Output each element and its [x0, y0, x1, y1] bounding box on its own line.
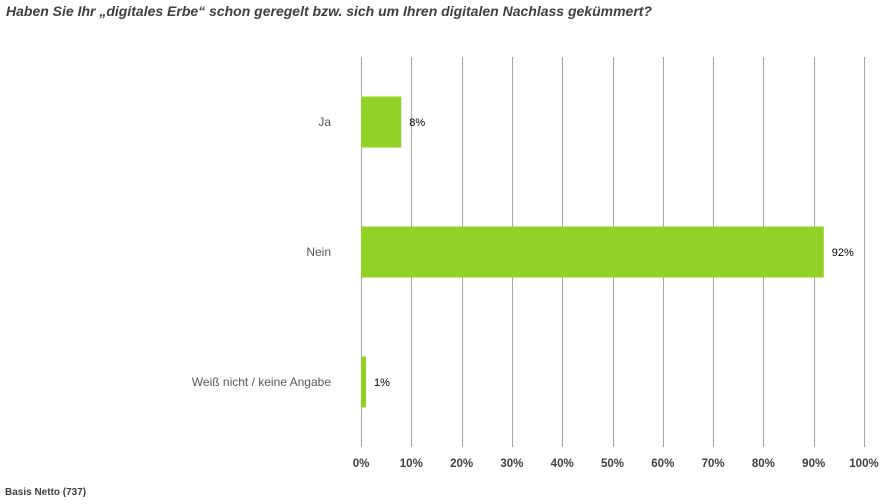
x-tick-label: 30%: [500, 458, 523, 470]
data-label: 1%: [374, 377, 390, 389]
x-tick-label: 40%: [551, 458, 574, 470]
x-tick-label: 70%: [702, 458, 725, 470]
x-tick-label: 80%: [752, 458, 775, 470]
data-labels: 8% 92% 1%: [374, 117, 854, 389]
x-tick-label: 20%: [450, 458, 473, 470]
category-labels: Ja Nein Weiß nicht / keine Angabe: [192, 115, 332, 389]
bar: [361, 96, 402, 148]
chart-title: Haben Sie Ihr „digitales Erbe“ schon ger…: [6, 3, 652, 19]
bar: [361, 226, 824, 278]
x-tick-label: 50%: [601, 458, 624, 470]
data-label: 8%: [409, 117, 425, 129]
x-tick-label: 100%: [849, 458, 878, 470]
category-label: Ja: [318, 115, 331, 129]
x-axis-tick-labels: 0% 10% 20% 30% 40% 50% 60% 70% 80% 90% 100%: [353, 458, 879, 470]
x-tick-label: 10%: [400, 458, 423, 470]
bars: [361, 96, 824, 408]
data-label: 92%: [832, 247, 854, 259]
category-label: Nein: [306, 245, 331, 259]
x-tick-label: 90%: [802, 458, 825, 470]
base-note: Basis Netto (737): [5, 487, 87, 498]
bar: [361, 356, 367, 408]
x-tick-label: 60%: [651, 458, 674, 470]
category-label: Weiß nicht / keine Angabe: [192, 375, 332, 389]
x-tick-label: 0%: [353, 458, 370, 470]
